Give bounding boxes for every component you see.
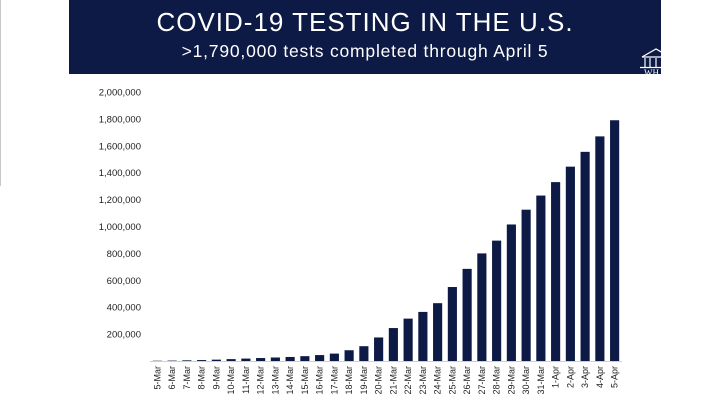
y-tick-label: 1,400,000 (99, 168, 141, 179)
x-axis-ticks: 5-Mar 6-Mar 7-Mar 8-Mar 9-Mar 10-Mar 11-Mar 12-… (152, 366, 619, 395)
x-tick-label: 16-Mar (315, 366, 325, 395)
x-tick-label: 31-Mar (536, 366, 546, 395)
y-tick-label: 600,000 (107, 276, 141, 287)
bar-4-apr (595, 136, 605, 361)
seal-text: WH (644, 68, 659, 77)
x-tick-label: 10-Mar (226, 366, 236, 395)
x-tick-label: 1-Apr (551, 366, 561, 388)
y-tick-label: 1,800,000 (99, 114, 141, 125)
x-tick-label: 9-Mar (211, 366, 221, 390)
bar-15-mar (300, 356, 310, 361)
x-tick-label: 5-Apr (610, 366, 620, 388)
bar-24-mar (433, 303, 443, 361)
bar-13-mar (270, 357, 280, 361)
x-tick-label: 24-Mar (433, 366, 443, 395)
x-tick-label: 18-Mar (344, 366, 354, 395)
x-tick-label: 28-Mar (492, 366, 502, 395)
x-tick-label: 7-Mar (182, 366, 192, 390)
bar-10-mar (226, 359, 236, 361)
bar-1-apr (551, 182, 561, 361)
y-axis-ticks: 200,000 400,000 600,000 800,000 1,000,000 1,2… (99, 88, 141, 341)
x-tick-label: 27-Mar (477, 366, 487, 395)
bar-26-mar (462, 268, 472, 361)
bar-25-mar (447, 287, 457, 361)
bar-21-mar (388, 328, 398, 361)
bar-29-mar (506, 224, 516, 361)
y-tick-label: 1,200,000 (99, 195, 141, 206)
bar-18-mar (344, 350, 354, 361)
bar-2-apr (565, 166, 575, 361)
y-tick-label: 2,000,000 (99, 88, 141, 99)
x-tick-label: 8-Mar (197, 366, 207, 390)
bars-group (152, 120, 620, 362)
bar-11-mar (241, 358, 251, 361)
y-tick-label: 1,000,000 (99, 222, 141, 233)
bar-16-mar (315, 355, 325, 361)
bar-23-mar (418, 311, 428, 361)
white-house-icon: WH (640, 48, 672, 77)
title-banner: COVID-19 TESTING IN THE U.S. >1,790,000 … (69, 0, 661, 74)
y-tick-label: 800,000 (107, 249, 141, 260)
y-tick-label: 200,000 (107, 330, 141, 341)
x-tick-label: 20-Mar (374, 366, 384, 395)
bar-17-mar (329, 353, 339, 361)
slide-edge-rule (0, 0, 1, 186)
bar-14-mar (285, 356, 295, 361)
bar-8-mar (197, 360, 207, 361)
x-tick-label: 29-Mar (506, 366, 516, 395)
bar-3-apr (580, 151, 590, 361)
x-tick-label: 4-Apr (595, 366, 605, 388)
x-tick-label: 22-Mar (403, 366, 413, 395)
page-subtitle: >1,790,000 tests completed through April… (181, 41, 549, 61)
bar-22-mar (403, 318, 413, 361)
x-tick-label: 21-Mar (388, 366, 398, 395)
x-tick-label: 3-Apr (580, 366, 590, 388)
x-tick-label: 11-Mar (241, 366, 251, 394)
x-tick-label: 13-Mar (270, 366, 280, 395)
x-tick-label: 2-Apr (565, 366, 575, 388)
bar-28-mar (492, 240, 502, 361)
bar-5-apr (610, 120, 620, 361)
x-tick-label: 25-Mar (447, 366, 457, 395)
x-tick-label: 23-Mar (418, 366, 428, 395)
bar-31-mar (536, 195, 546, 361)
x-tick-label: 12-Mar (256, 366, 266, 395)
bar-7-mar (182, 360, 192, 362)
bar-9-mar (211, 359, 221, 361)
x-tick-label: 30-Mar (521, 366, 531, 395)
bar-30-mar (521, 209, 531, 361)
y-tick-label: 1,600,000 (99, 141, 141, 152)
x-tick-label: 15-Mar (300, 366, 310, 395)
x-tick-label: 5-Mar (152, 366, 162, 390)
x-tick-label: 26-Mar (462, 366, 472, 395)
bar-19-mar (359, 346, 369, 361)
x-tick-label: 6-Mar (167, 366, 177, 390)
bar-20-mar (374, 337, 384, 361)
y-tick-label: 400,000 (107, 303, 141, 314)
x-tick-label: 14-Mar (285, 366, 295, 395)
page-title: COVID-19 TESTING IN THE U.S. (156, 7, 574, 37)
x-tick-label: 19-Mar (359, 366, 369, 395)
x-tick-label: 17-Mar (329, 366, 339, 395)
bar-12-mar (256, 358, 266, 361)
bar-27-mar (477, 253, 487, 361)
